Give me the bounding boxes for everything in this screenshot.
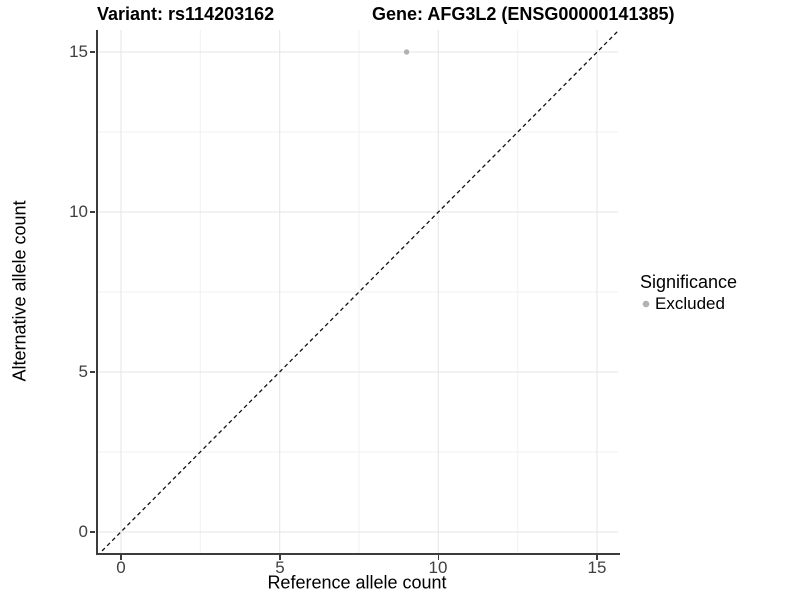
y-axis-title: Alternative allele count bbox=[9, 200, 30, 382]
x-tick-10 bbox=[437, 555, 440, 560]
x-tick-0 bbox=[120, 555, 122, 560]
x-tick-label: 0 bbox=[116, 558, 126, 577]
minor-gridlines bbox=[97, 30, 618, 553]
y-tick-5 bbox=[90, 371, 95, 373]
y-tick-label: 15 bbox=[69, 42, 88, 61]
y-tick-10 bbox=[90, 211, 95, 213]
plot-title-variant: Variant: rs114203162 bbox=[97, 4, 275, 24]
legend-title: Significance bbox=[640, 272, 738, 292]
data-point-excluded bbox=[403, 49, 410, 55]
y-axis-line bbox=[95, 30, 98, 555]
y-tick-label: 5 bbox=[78, 362, 88, 381]
legend: Significance Excluded bbox=[640, 272, 737, 314]
x-axis-title: Reference allele count bbox=[267, 572, 447, 593]
major-gridlines bbox=[97, 30, 618, 553]
x-tick-label: 5 bbox=[275, 558, 285, 577]
plot-panel bbox=[96, 29, 620, 557]
identity-line bbox=[96, 29, 620, 557]
x-tick-15 bbox=[596, 555, 598, 560]
x-tick-label: 10 bbox=[428, 558, 448, 577]
y-tick-0 bbox=[90, 531, 95, 533]
legend-item-label: Excluded bbox=[655, 294, 725, 313]
x-axis-line bbox=[95, 553, 620, 555]
y-tick-label: 0 bbox=[78, 522, 88, 541]
legend-item-excluded: Excluded bbox=[640, 294, 737, 314]
x-tick-label: 15 bbox=[587, 558, 607, 577]
plot-title-gene: Gene: AFG3L2 (ENSG00000141385) bbox=[372, 4, 675, 24]
x-tick-5 bbox=[279, 555, 281, 560]
legend-point-icon bbox=[642, 300, 650, 308]
plot-canvas bbox=[96, 29, 620, 557]
y-tick-label: 10 bbox=[69, 202, 88, 221]
y-tick-15 bbox=[90, 51, 95, 53]
